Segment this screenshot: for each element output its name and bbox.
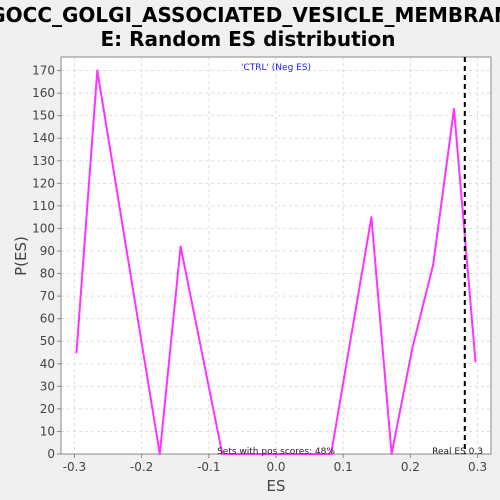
legend-label: 'CTRL' (Neg ES) — [241, 63, 311, 73]
y-tick-label: 160 — [32, 86, 55, 100]
y-tick-label: 20 — [40, 402, 55, 416]
data-point — [432, 263, 435, 266]
y-axis-label: P(ES) — [12, 236, 30, 276]
x-axis-label: ES — [267, 477, 286, 495]
y-tick-label: 90 — [40, 244, 55, 258]
data-point — [474, 360, 477, 363]
data-point — [96, 69, 99, 72]
x-tick-label: -0.2 — [130, 460, 153, 474]
x-tick-label: 0.2 — [401, 460, 420, 474]
y-tick-label: 10 — [40, 424, 55, 438]
y-axis: 0 10 20 30 40 50 60 70 80 90 100 110 120 130 140 150 160… — [32, 64, 61, 461]
y-tick-label: 80 — [40, 267, 55, 281]
y-tick-label: 30 — [40, 379, 55, 393]
y-tick-label: 60 — [40, 312, 55, 326]
data-point — [179, 245, 182, 248]
y-tick-label: 120 — [32, 176, 55, 190]
data-point — [370, 216, 373, 219]
y-tick-label: 100 — [32, 221, 55, 235]
data-point — [221, 453, 224, 455]
x-tick-label: -0.3 — [63, 460, 86, 474]
x-tick-label: -0.1 — [197, 460, 220, 474]
series-layer — [75, 69, 477, 455]
y-tick-label: 50 — [40, 334, 55, 348]
y-tick-label: 0 — [47, 447, 55, 461]
x-tick-label: 0.0 — [266, 460, 285, 474]
y-tick-label: 70 — [40, 289, 55, 303]
y-tick-label: 40 — [40, 357, 55, 371]
x-axis: -0.3 -0.2 -0.1 0.0 0.1 0.2 0.3 — [63, 454, 487, 474]
data-point — [158, 453, 161, 455]
y-tick-label: 150 — [32, 109, 55, 123]
chart-title-line2: E: Random ES distribution — [101, 27, 396, 51]
grid — [61, 57, 491, 455]
y-tick-label: 170 — [32, 64, 55, 78]
series-line — [75, 70, 477, 455]
chart-title-line1: GOCC_GOLGI_ASSOCIATED_VESICLE_MEMBRAN — [0, 3, 500, 27]
data-point — [453, 107, 456, 110]
data-point — [330, 453, 333, 455]
x-tick-label: 0.3 — [468, 460, 487, 474]
data-point — [75, 351, 78, 354]
y-tick-label: 110 — [32, 199, 55, 213]
real-es-label: Real ES 0.3 — [432, 447, 483, 457]
data-point — [390, 453, 393, 455]
x-tick-label: 0.1 — [334, 460, 353, 474]
y-tick-label: 140 — [32, 131, 55, 145]
y-tick-label: 130 — [32, 154, 55, 168]
data-point — [411, 346, 414, 349]
pos-scores-annotation: Sets with pos scores: 48% — [217, 447, 335, 457]
